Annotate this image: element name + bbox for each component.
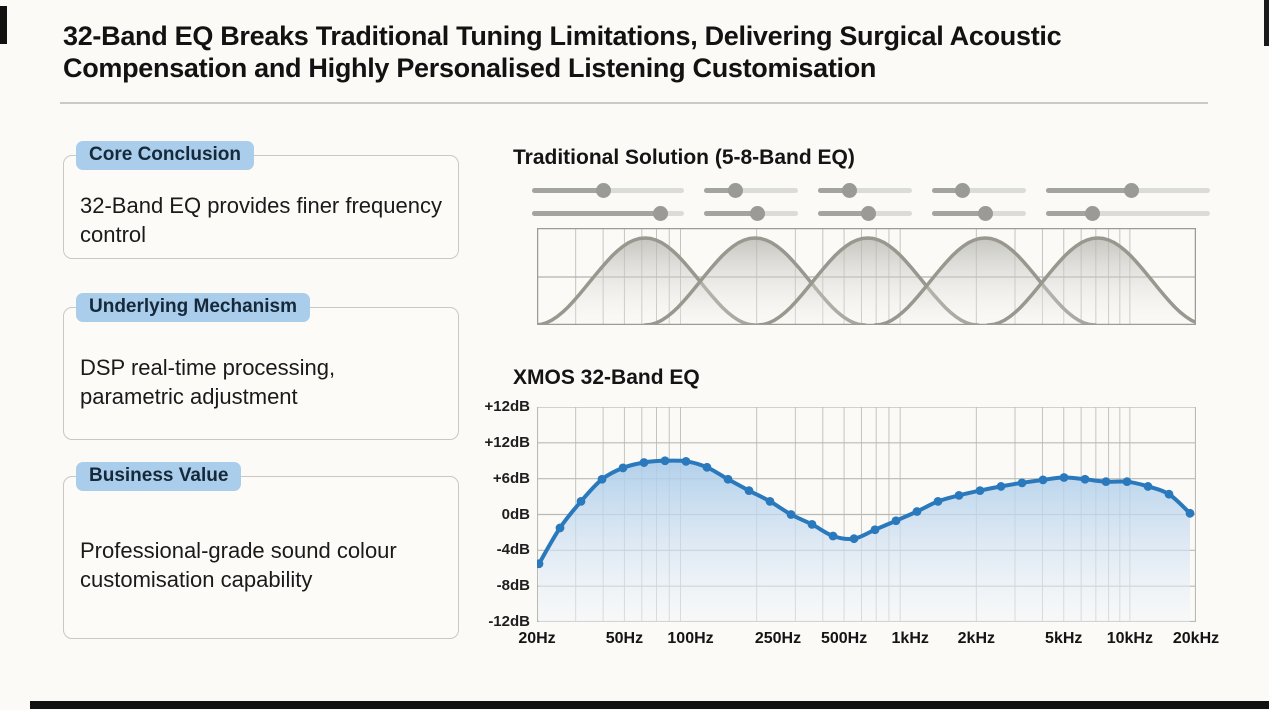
badge-core-conclusion: Core Conclusion	[76, 141, 255, 170]
slider-fill	[704, 188, 736, 193]
card-core-conclusion-text: 32-Band EQ provides finer frequency cont…	[80, 193, 442, 247]
slider-fill	[532, 211, 660, 216]
y-axis-label: 0dB	[501, 505, 530, 523]
x-axis-label: 1kHz	[891, 630, 929, 647]
card-core-conclusion: Core Conclusion 32-Band EQ provides fine…	[63, 141, 459, 259]
eq-band-slider[interactable]	[932, 183, 1026, 198]
slider-knob[interactable]	[842, 183, 858, 198]
slider-fill	[1046, 211, 1092, 216]
x-axis-label: 2kHz	[957, 630, 995, 647]
y-axis-label: +6dB	[492, 469, 530, 487]
y-axis-label: +12dB	[484, 398, 530, 415]
slider-fill	[532, 188, 604, 193]
slider-knob[interactable]	[977, 206, 993, 221]
card-underlying-mechanism: Underlying Mechanism DSP real-time proce…	[63, 293, 459, 440]
slider-track[interactable]	[704, 188, 798, 193]
slider-row	[532, 183, 1210, 198]
y-axis-label: -4dB	[496, 541, 530, 559]
slider-fill	[818, 188, 850, 193]
slider-fill	[704, 211, 757, 216]
slider-knob[interactable]	[652, 206, 668, 221]
photo-edge-bottom-bar	[30, 701, 1269, 709]
eq-band-slider[interactable]	[704, 206, 798, 221]
photo-edge-artifact-top-left	[0, 6, 7, 44]
slider-knob[interactable]	[749, 206, 765, 221]
eq-band-slider[interactable]	[704, 183, 798, 198]
slider-knob[interactable]	[596, 183, 612, 198]
slider-track[interactable]	[1046, 211, 1210, 216]
x-axis-label: 10kHz	[1106, 630, 1153, 647]
eq-band-slider[interactable]	[532, 206, 684, 221]
title-divider	[60, 102, 1208, 104]
slider-fill	[932, 188, 963, 193]
eq-band-slider[interactable]	[532, 183, 684, 198]
badge-underlying-mechanism: Underlying Mechanism	[76, 293, 310, 322]
slide-title: 32-Band EQ Breaks Traditional Tuning Lim…	[63, 21, 1062, 84]
x-axis-label: 250Hz	[754, 630, 802, 647]
slider-fill	[818, 211, 868, 216]
x-axis-label: 5kHz	[1045, 630, 1083, 647]
slider-track[interactable]	[932, 188, 1026, 193]
x-axis-label: 50Hz	[605, 630, 644, 647]
slider-fill	[1046, 188, 1132, 193]
traditional-eq-bands-diagram	[537, 228, 1196, 325]
slider-fill	[932, 211, 985, 216]
xmos-eq-curve-chart	[537, 407, 1196, 622]
slider-track[interactable]	[818, 188, 912, 193]
traditional-eq-sliders	[532, 183, 1210, 229]
slider-knob[interactable]	[860, 206, 876, 221]
y-axis-label: -8dB	[496, 577, 530, 595]
x-axis-label: 20kHz	[1172, 630, 1220, 647]
y-axis-label: -12dB	[488, 613, 530, 630]
slider-knob[interactable]	[955, 183, 971, 198]
eq-band-slider[interactable]	[818, 183, 912, 198]
x-axis-label: 500Hz	[820, 630, 868, 647]
slider-row	[532, 206, 1210, 221]
y-axis-label: +12dB	[484, 433, 530, 451]
traditional-solution-heading: Traditional Solution (5-8-Band EQ)	[513, 146, 855, 169]
card-business-value-text: Professional-grade sound colour customis…	[80, 538, 397, 592]
photo-edge-artifact-top-right	[1264, 0, 1269, 46]
badge-business-value: Business Value	[76, 462, 242, 491]
x-axis-label: 20Hz	[518, 630, 556, 647]
card-underlying-mechanism-text: DSP real-time processing, parametric adj…	[80, 355, 336, 409]
slider-knob[interactable]	[1124, 183, 1140, 198]
xmos-eq-heading: XMOS 32-Band EQ	[513, 366, 700, 389]
slider-knob[interactable]	[728, 183, 744, 198]
eq-band-slider[interactable]	[932, 206, 1026, 221]
eq-band-slider[interactable]	[818, 206, 912, 221]
eq-band-slider[interactable]	[1046, 206, 1210, 221]
slider-knob[interactable]	[1084, 206, 1100, 221]
x-axis-label: 100Hz	[667, 630, 714, 647]
card-business-value: Business Value Professional-grade sound …	[63, 462, 459, 639]
eq-band-slider[interactable]	[1046, 183, 1210, 198]
